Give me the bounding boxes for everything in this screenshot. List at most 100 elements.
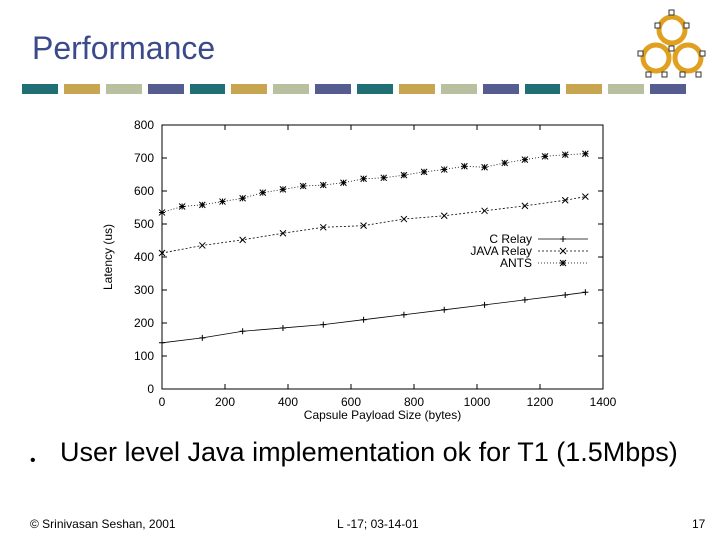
data-point <box>541 152 549 160</box>
data-point <box>299 182 307 190</box>
data-point <box>158 209 166 216</box>
color-bar-segment <box>315 84 351 94</box>
color-bar-segment <box>105 84 142 94</box>
data-point <box>481 163 488 171</box>
series-line <box>161 196 586 254</box>
color-bar-segment <box>231 84 268 94</box>
data-point <box>380 174 388 182</box>
bullet-text: User level Java implementation ok for T1… <box>60 437 678 467</box>
y-tick-label: 0 <box>147 382 154 396</box>
y-tick-label: 800 <box>134 118 154 132</box>
data-point <box>178 203 186 210</box>
x-tick-label: 1200 <box>527 395 554 409</box>
legend-marker <box>560 236 566 242</box>
data-point <box>400 311 407 318</box>
color-bar-segment <box>147 84 184 94</box>
footer-copyright: © Srinivasan Seshan, 2001 <box>30 517 176 531</box>
color-bar-segment <box>398 84 435 94</box>
color-bar-segment <box>524 84 561 94</box>
data-point <box>320 321 327 328</box>
data-point <box>360 175 367 183</box>
y-tick-label: 100 <box>134 349 154 363</box>
data-point <box>561 196 569 204</box>
data-point <box>521 296 528 303</box>
color-bar-segment <box>482 84 519 94</box>
bullet-icon: • <box>30 452 36 469</box>
data-point <box>319 223 327 231</box>
data-point <box>199 334 206 341</box>
color-bar-segment <box>440 84 477 94</box>
data-point <box>198 201 206 209</box>
color-bar-segment <box>357 84 393 94</box>
data-point <box>420 168 428 176</box>
data-point <box>440 212 448 220</box>
data-point <box>360 316 367 323</box>
data-point <box>461 162 468 170</box>
color-bar-segment <box>650 84 686 94</box>
data-point <box>340 179 347 187</box>
y-tick-label: 400 <box>134 250 154 264</box>
latency-chart: 0 100 200 300 400 500 600 700 800 0 200 400 600 800 10… <box>96 112 626 428</box>
color-bar-segment <box>189 84 226 94</box>
y-tick-label: 600 <box>134 184 154 198</box>
data-point <box>501 159 509 167</box>
network-logo-icon <box>632 6 710 82</box>
data-point <box>481 207 488 215</box>
data-point <box>158 249 166 257</box>
data-point <box>400 171 408 179</box>
x-tick-label: 800 <box>404 395 424 409</box>
y-tick-label: 700 <box>134 151 154 165</box>
data-point <box>582 289 589 296</box>
legend-marker <box>559 259 567 267</box>
y-tick-label: 500 <box>134 217 154 231</box>
data-point <box>521 202 529 210</box>
data-point <box>360 222 367 230</box>
color-bar-segment <box>566 84 603 94</box>
data-point <box>159 339 165 346</box>
data-point <box>400 215 408 223</box>
data-point <box>521 156 529 164</box>
data-point <box>582 150 589 158</box>
data-point <box>440 166 448 173</box>
y-axis-label: Latency (us) <box>101 224 115 290</box>
data-point <box>561 151 569 159</box>
x-tick-label: 600 <box>341 395 361 409</box>
data-point <box>481 301 488 308</box>
color-bar-segment <box>63 84 100 94</box>
y-tick-label: 200 <box>134 316 154 330</box>
plot-frame <box>161 124 604 390</box>
data-point <box>239 328 246 335</box>
data-point <box>279 324 286 331</box>
x-tick-label: 200 <box>215 395 235 409</box>
data-point <box>259 189 267 197</box>
series-line <box>161 291 586 344</box>
data-point <box>562 291 569 298</box>
color-bar-segment <box>22 84 58 94</box>
color-bar-segment <box>608 84 645 94</box>
data-point <box>319 181 327 189</box>
legend-label: C Relay <box>489 232 532 246</box>
data-point <box>441 306 448 313</box>
x-tick-label: 400 <box>278 395 298 409</box>
series-line <box>161 153 586 213</box>
data-point <box>279 229 287 237</box>
color-bar-segment <box>273 84 310 94</box>
legend-label: ANTS <box>500 256 532 270</box>
x-tick-label: 0 <box>159 395 166 409</box>
data-point <box>219 198 226 205</box>
x-tick-label: 1400 <box>590 395 617 409</box>
legend-label: JAVA Relay <box>470 244 532 258</box>
slide-title: Performance <box>32 30 216 66</box>
page-number: 17 <box>692 517 706 531</box>
decorative-color-bar <box>22 84 692 94</box>
legend-marker <box>559 247 567 255</box>
footer-lecture: L -17; 03-14-01 <box>337 517 419 531</box>
y-tick-label: 300 <box>134 283 154 297</box>
data-point <box>279 185 287 193</box>
data-point <box>198 242 206 249</box>
data-point <box>582 193 589 200</box>
x-axis-label: Capsule Payload Size (bytes) <box>304 408 461 422</box>
x-tick-label: 1000 <box>464 395 491 409</box>
data-point <box>239 236 246 244</box>
data-point <box>239 194 246 202</box>
